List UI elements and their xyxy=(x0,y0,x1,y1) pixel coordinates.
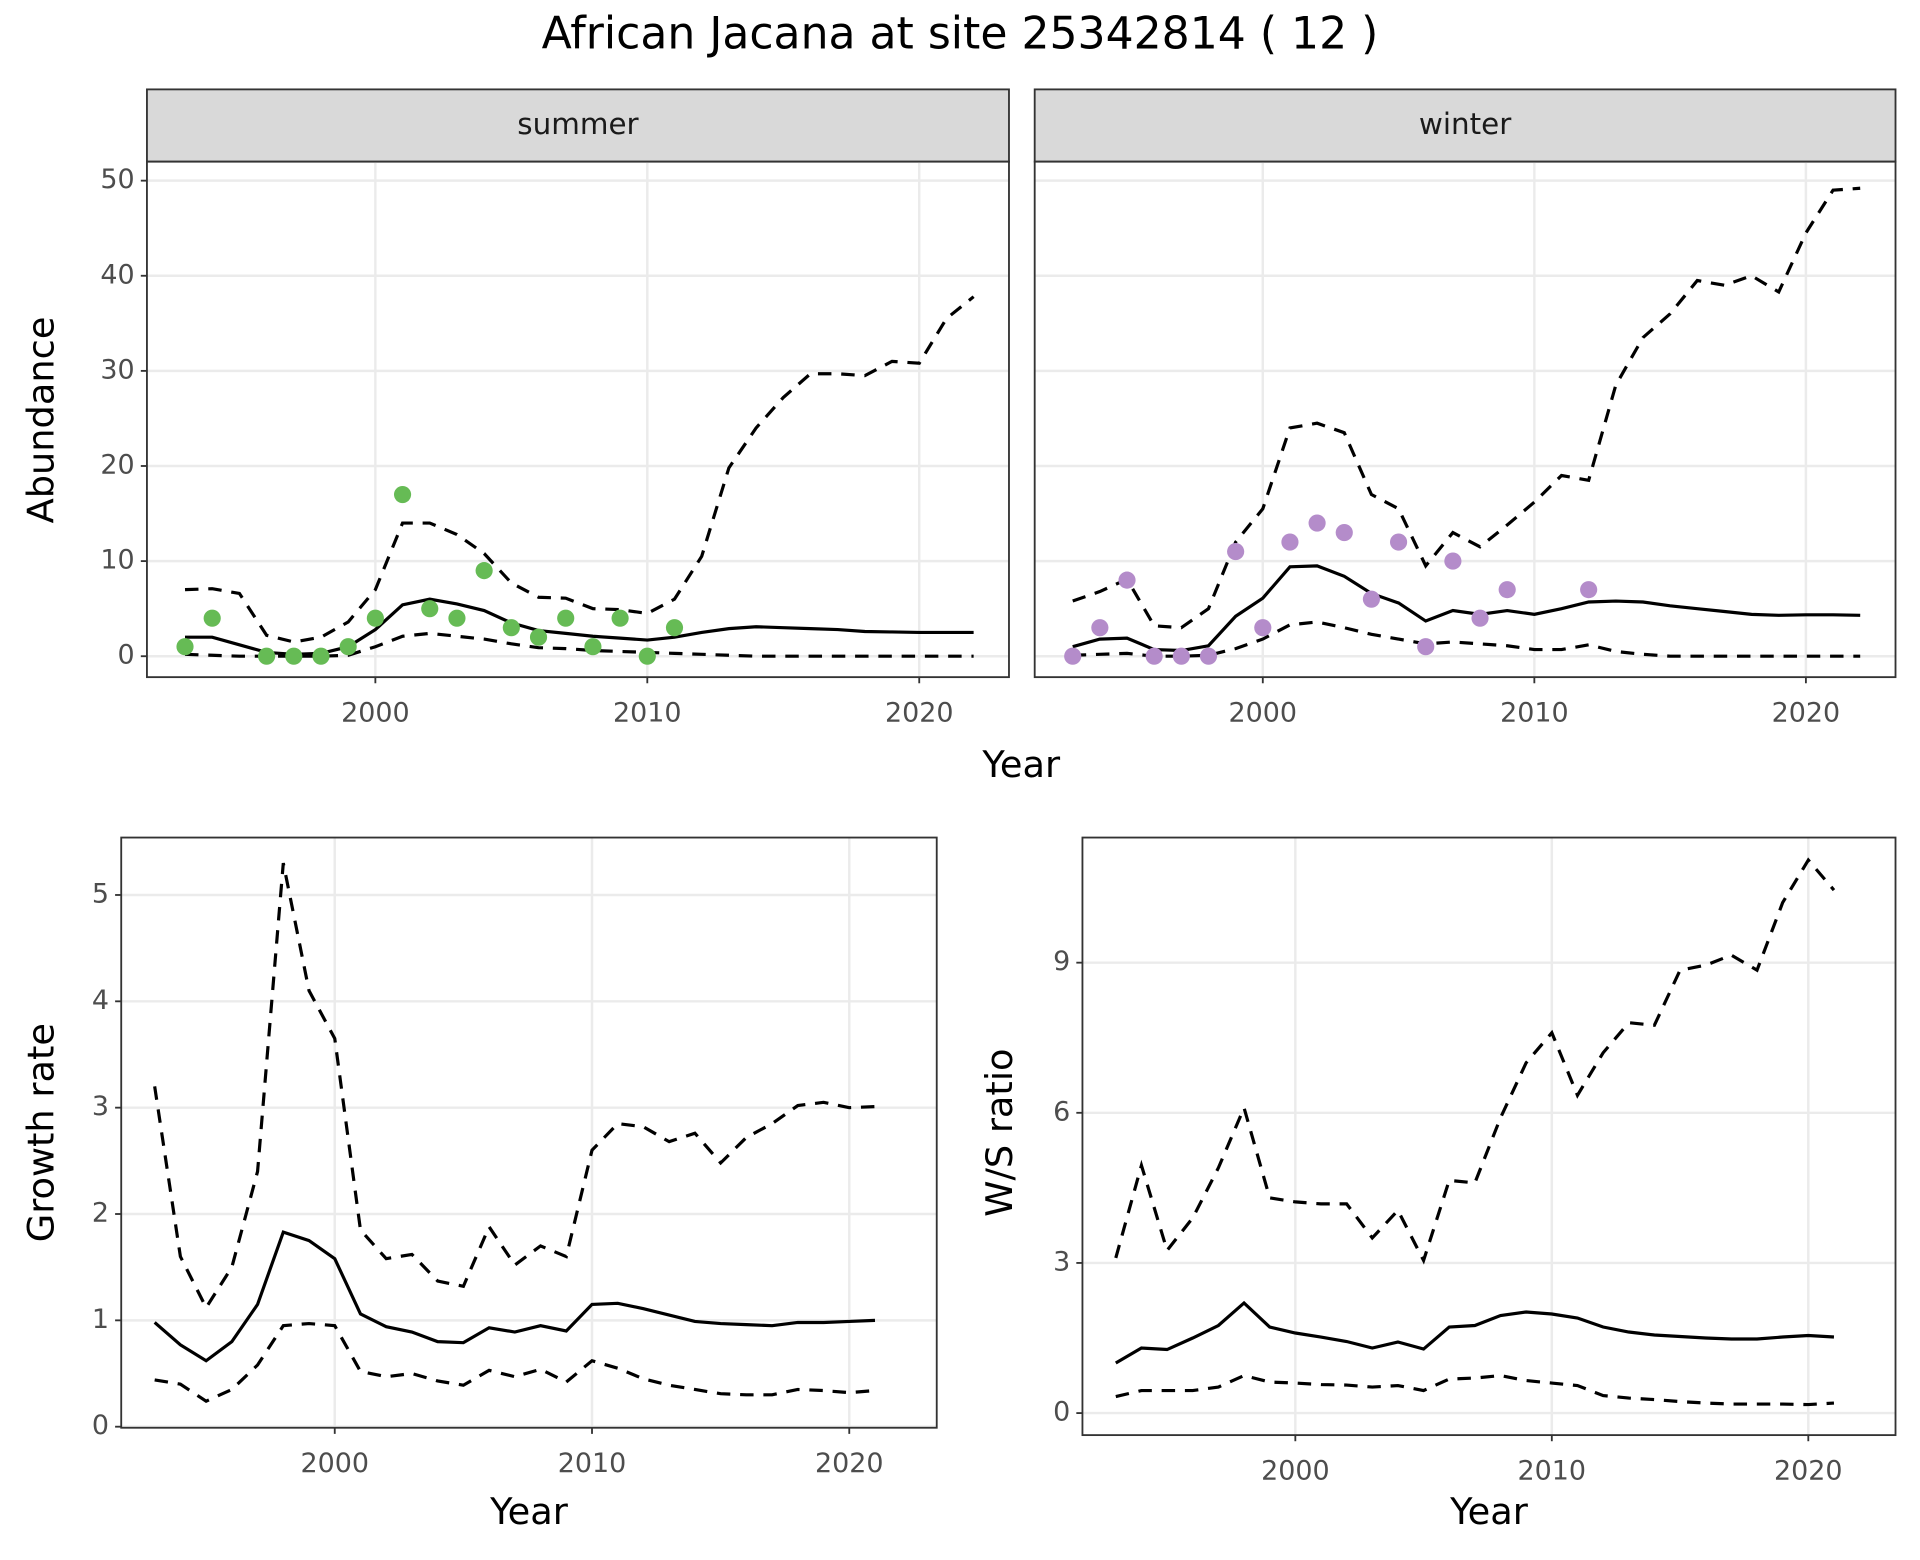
x-tick-label: 2010 xyxy=(1500,697,1569,728)
data-point xyxy=(529,628,548,646)
data-point xyxy=(339,638,357,656)
data-point xyxy=(1308,514,1326,532)
y-tick-label: 3 xyxy=(92,1091,109,1122)
y-tick-label: 0 xyxy=(92,1410,109,1441)
interval-line xyxy=(1072,620,1861,658)
data-point xyxy=(1091,619,1109,637)
y-tick-label: 9 xyxy=(1053,946,1070,977)
y-tick-label: 20 xyxy=(100,449,134,480)
data-point xyxy=(1390,533,1408,551)
panel-background xyxy=(146,161,1009,678)
panel-border xyxy=(146,160,1010,679)
x-tick-label: 2020 xyxy=(1772,697,1841,728)
interval-line xyxy=(1114,857,1836,1265)
data-point xyxy=(393,485,412,504)
y-tick-label: 4 xyxy=(92,985,109,1016)
x-tick-label: 2010 xyxy=(1518,1455,1587,1486)
data-point xyxy=(1335,524,1353,542)
data-point xyxy=(1417,638,1435,656)
y-tick-label: 0 xyxy=(1053,1397,1070,1428)
data-point xyxy=(1498,581,1516,599)
figure-title: African Jacana at site 25342814 ( 12 ) xyxy=(542,9,1379,60)
facet-strip xyxy=(146,88,1010,163)
data-point xyxy=(1064,647,1082,665)
data-point xyxy=(1580,581,1598,599)
data-point xyxy=(1118,571,1136,589)
x-axis-title: Year xyxy=(489,1490,569,1533)
data-point xyxy=(1444,552,1462,570)
data-point xyxy=(1172,647,1190,665)
mean-line xyxy=(1114,1300,1835,1365)
data-point xyxy=(258,647,276,665)
x-tick-label: 2000 xyxy=(341,697,410,728)
data-point xyxy=(1145,647,1163,665)
y-axis-title: W/S ratio xyxy=(978,1048,1021,1216)
data-point xyxy=(475,562,493,580)
data-point xyxy=(1471,609,1489,627)
mean-line xyxy=(153,1230,876,1363)
y-tick-label: 0 xyxy=(118,640,135,671)
interval-line xyxy=(184,295,975,644)
interval-line xyxy=(153,862,876,1311)
data-point xyxy=(366,609,384,627)
panel-border xyxy=(1033,160,1897,679)
y-tick-label: 1 xyxy=(92,1304,109,1335)
x-tick-label: 2020 xyxy=(815,1448,884,1479)
data-point xyxy=(285,647,303,665)
interval-line xyxy=(154,1321,876,1403)
x-tick-label: 2000 xyxy=(300,1448,369,1479)
y-tick-label: 3 xyxy=(1053,1246,1070,1277)
data-point xyxy=(1281,533,1299,551)
data-point xyxy=(1227,543,1245,561)
y-tick-label: 50 xyxy=(100,164,134,195)
interval-line xyxy=(1072,186,1861,630)
x-tick-label: 2010 xyxy=(558,1448,627,1479)
data-point xyxy=(1362,590,1380,608)
x-axis-title: Year xyxy=(1449,1490,1529,1533)
mean-line xyxy=(1072,564,1861,653)
data-point xyxy=(584,638,602,656)
interval-line xyxy=(1115,1373,1835,1407)
data-point xyxy=(638,647,656,665)
y-tick-label: 10 xyxy=(100,545,134,576)
data-point xyxy=(557,609,575,627)
data-point xyxy=(448,609,466,627)
panel-background xyxy=(1082,837,1896,1436)
facet-label: winter xyxy=(1419,107,1512,141)
x-tick-label: 2000 xyxy=(1261,1455,1330,1486)
x-tick-label: 2020 xyxy=(885,697,954,728)
data-point xyxy=(176,638,194,656)
y-tick-label: 5 xyxy=(92,878,109,909)
y-axis-title: Abundance xyxy=(19,317,62,524)
interval-line xyxy=(184,631,974,658)
data-point xyxy=(421,600,439,618)
data-point xyxy=(1254,619,1272,637)
data-point xyxy=(1199,647,1218,665)
data-point xyxy=(203,609,221,627)
y-axis-title: Growth rate xyxy=(19,1023,62,1242)
data-point xyxy=(312,647,330,665)
panel-border xyxy=(120,836,938,1429)
panel-background xyxy=(1034,161,1896,678)
facet-label: summer xyxy=(517,107,639,141)
x-tick-label: 2000 xyxy=(1229,697,1298,728)
panel-background xyxy=(121,837,937,1428)
facet-strip xyxy=(1033,88,1897,163)
x-tick-label: 2020 xyxy=(1774,1455,1843,1486)
y-tick-label: 6 xyxy=(1053,1096,1070,1127)
data-point xyxy=(611,609,629,627)
data-point xyxy=(665,619,684,637)
panel-border xyxy=(1081,836,1897,1437)
y-tick-label: 30 xyxy=(100,354,134,385)
y-tick-label: 40 xyxy=(100,259,134,290)
y-tick-label: 2 xyxy=(92,1198,109,1229)
data-point xyxy=(502,619,520,637)
x-axis-title: Year xyxy=(981,743,1061,786)
x-tick-label: 2010 xyxy=(613,697,682,728)
